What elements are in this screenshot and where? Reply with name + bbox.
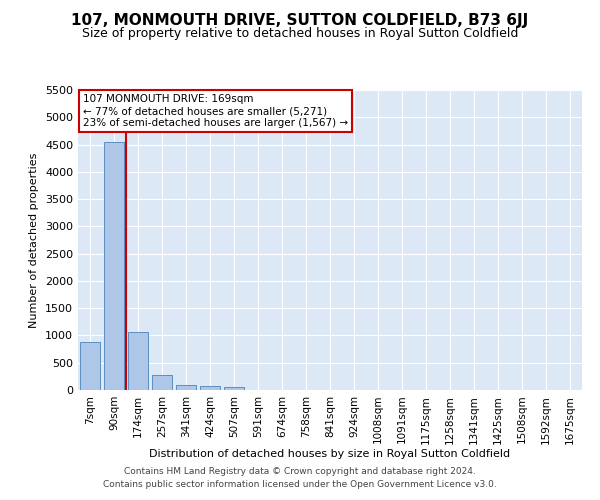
Bar <box>224 387 244 390</box>
X-axis label: Distribution of detached houses by size in Royal Sutton Coldfield: Distribution of detached houses by size … <box>149 449 511 459</box>
Bar <box>152 374 172 390</box>
Text: Contains HM Land Registry data © Crown copyright and database right 2024.: Contains HM Land Registry data © Crown c… <box>124 467 476 476</box>
Bar <box>128 332 148 390</box>
Bar <box>80 342 100 390</box>
Text: 107 MONMOUTH DRIVE: 169sqm
← 77% of detached houses are smaller (5,271)
23% of s: 107 MONMOUTH DRIVE: 169sqm ← 77% of deta… <box>83 94 348 128</box>
Bar <box>104 142 124 390</box>
Text: Contains public sector information licensed under the Open Government Licence v3: Contains public sector information licen… <box>103 480 497 489</box>
Bar <box>176 385 196 390</box>
Y-axis label: Number of detached properties: Number of detached properties <box>29 152 40 328</box>
Text: 107, MONMOUTH DRIVE, SUTTON COLDFIELD, B73 6JJ: 107, MONMOUTH DRIVE, SUTTON COLDFIELD, B… <box>71 12 529 28</box>
Bar <box>200 386 220 390</box>
Text: Size of property relative to detached houses in Royal Sutton Coldfield: Size of property relative to detached ho… <box>82 28 518 40</box>
